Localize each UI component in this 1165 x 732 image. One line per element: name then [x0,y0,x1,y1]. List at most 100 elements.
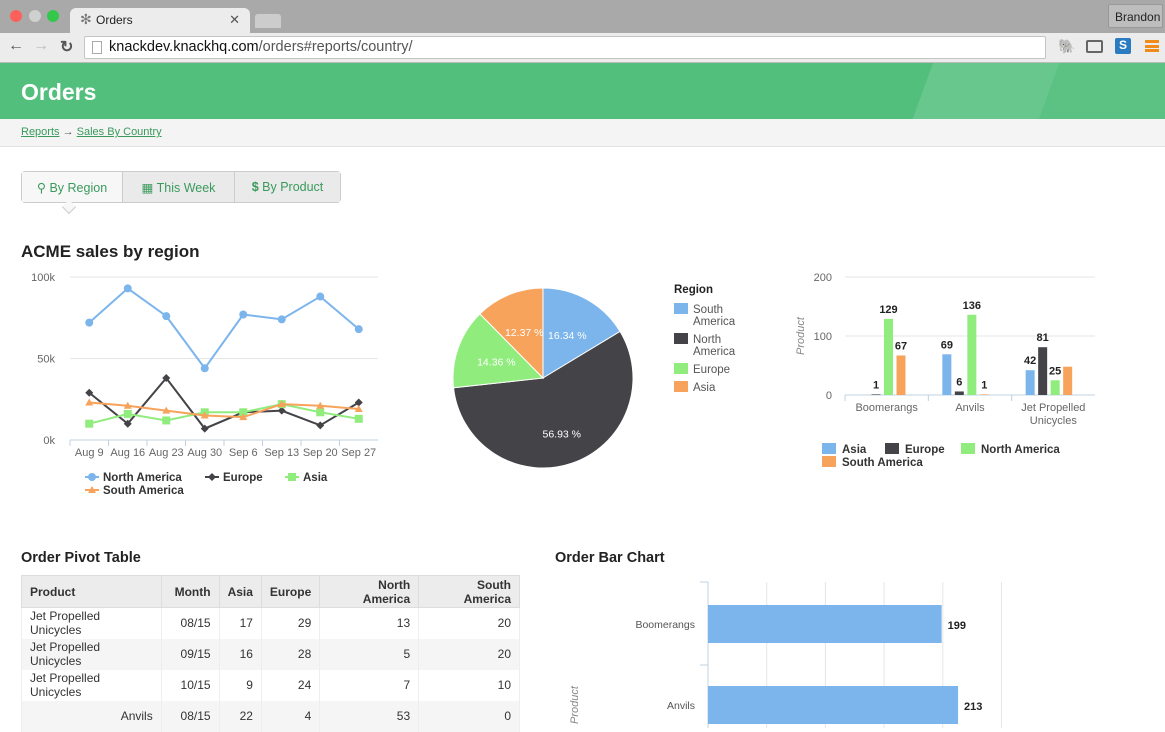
cast-icon[interactable] [1086,40,1103,53]
table-cell: 10/15 [160,669,220,701]
tab-by-region[interactable]: ⚲ By Region [22,172,123,202]
column-header[interactable]: North America [319,575,420,608]
legend-label: Asia [693,382,716,394]
column-bar [979,394,989,395]
legend-label: Asia [303,472,328,484]
table-cell: 5 [319,638,420,670]
extension-s-icon[interactable]: S [1115,38,1131,54]
data-point [277,406,286,415]
data-point [200,411,209,419]
x-tick-label: Aug 30 [187,447,222,459]
column-header[interactable]: Europe [260,575,321,608]
data-point [123,401,132,409]
pie-slice [452,330,634,469]
breadcrumb-bar [0,119,1165,147]
table-cell: Jet Propelled Unicycles [21,669,162,701]
evernote-extension-icon[interactable]: 🐘 [1058,38,1076,54]
profile-button[interactable]: Brandon [1108,4,1163,28]
data-point [277,400,286,408]
breadcrumb-sales-by-country[interactable]: Sales By Country [76,126,162,138]
data-point [200,364,209,373]
axis-label: Product [569,685,581,724]
maximize-window-button[interactable] [47,10,59,22]
forward-icon[interactable]: → [33,37,49,54]
column-header[interactable]: Asia [218,575,262,608]
new-tab-button[interactable] [254,13,282,29]
x-tick-label: Sep 27 [341,447,376,459]
legend-label: South [693,304,723,316]
y-tick-label: 0k [43,435,55,447]
table-cell: Jet Propelled Unicycles [21,638,162,670]
y-tick-label: Anvils [667,700,695,712]
table-cell: 17 [218,607,262,639]
data-label: 81 [1037,332,1049,344]
x-tick-label: Aug 9 [75,447,104,459]
legend-marker [288,473,296,481]
table-cell: 08/15 [160,607,220,639]
column-bar [954,391,964,395]
column-header[interactable]: Product [21,575,162,608]
legend-label: North [693,334,721,346]
table-cell: 22 [218,700,262,732]
tab-title: Orders [96,13,133,27]
table-cell: 24 [260,669,321,701]
column-header[interactable]: Month [160,575,220,608]
table-cell: Jet Propelled Unicycles [21,607,162,639]
x-tick-label: Sep 20 [303,447,338,459]
tab-by-product[interactable]: $ By Product [235,172,340,202]
line-series [89,403,359,425]
data-point [316,401,325,409]
legend-label: North America [981,444,1060,456]
data-point [316,292,325,301]
x-tick-label: Unicycles [1030,415,1078,427]
data-label: 213 [964,701,982,713]
menu-icon[interactable] [1145,40,1159,52]
table-cell: 4 [260,700,321,732]
data-point [354,325,363,334]
browser-tab[interactable]: ✻ Orders ✕ [70,8,250,34]
data-point [85,398,94,406]
table-row: Jet Propelled Unicycles 08/15 17 29 13 20 [21,607,520,639]
data-point [354,398,363,407]
legend-label: North America [103,472,182,484]
horizontal-bar [708,686,959,724]
reload-icon[interactable]: ↻ [60,39,74,56]
column-bar [942,354,952,395]
close-window-button[interactable] [10,10,22,22]
data-label: 25 [1049,365,1061,377]
data-point [162,374,171,383]
data-point [354,414,363,423]
back-icon[interactable]: ← [8,37,24,54]
tab-this-week[interactable]: ▦ This Week [123,172,235,202]
data-label: 129 [879,304,897,316]
column-bar [884,318,893,395]
minimize-window-button[interactable] [29,10,41,22]
column-bar [871,394,881,395]
table-cell: 09/15 [160,638,220,670]
legend-label: America [693,346,736,358]
legend-swatch [674,303,688,314]
address-bar[interactable]: knackdev.knackhq.com/orders#reports/coun… [84,36,1046,59]
pie-data-label: 14.36 % [477,356,516,368]
data-point [200,424,209,433]
table-row: Jet Propelled Unicycles 09/15 16 28 5 20 [21,638,520,670]
data-point [239,413,248,421]
legend-label: South America [103,485,184,497]
column-header[interactable]: South America [418,575,520,608]
dollar-icon: $ [251,180,259,194]
x-tick-label: Jet Propelled [1021,402,1085,414]
x-tick-label: Sep 6 [229,447,258,459]
legend-swatch [822,456,836,467]
legend-marker [88,486,96,493]
close-tab-icon[interactable]: ✕ [229,12,240,27]
data-label: 69 [941,339,953,351]
data-point [85,419,94,428]
column-bar [967,314,977,395]
data-label: 199 [948,620,966,632]
breadcrumb-reports[interactable]: Reports [21,126,60,138]
table-cell: 13 [319,607,420,639]
data-point [239,408,248,417]
x-tick-label: Aug 16 [110,447,145,459]
url-path: /orders#reports/country/ [258,39,413,55]
data-label: 6 [956,376,962,388]
